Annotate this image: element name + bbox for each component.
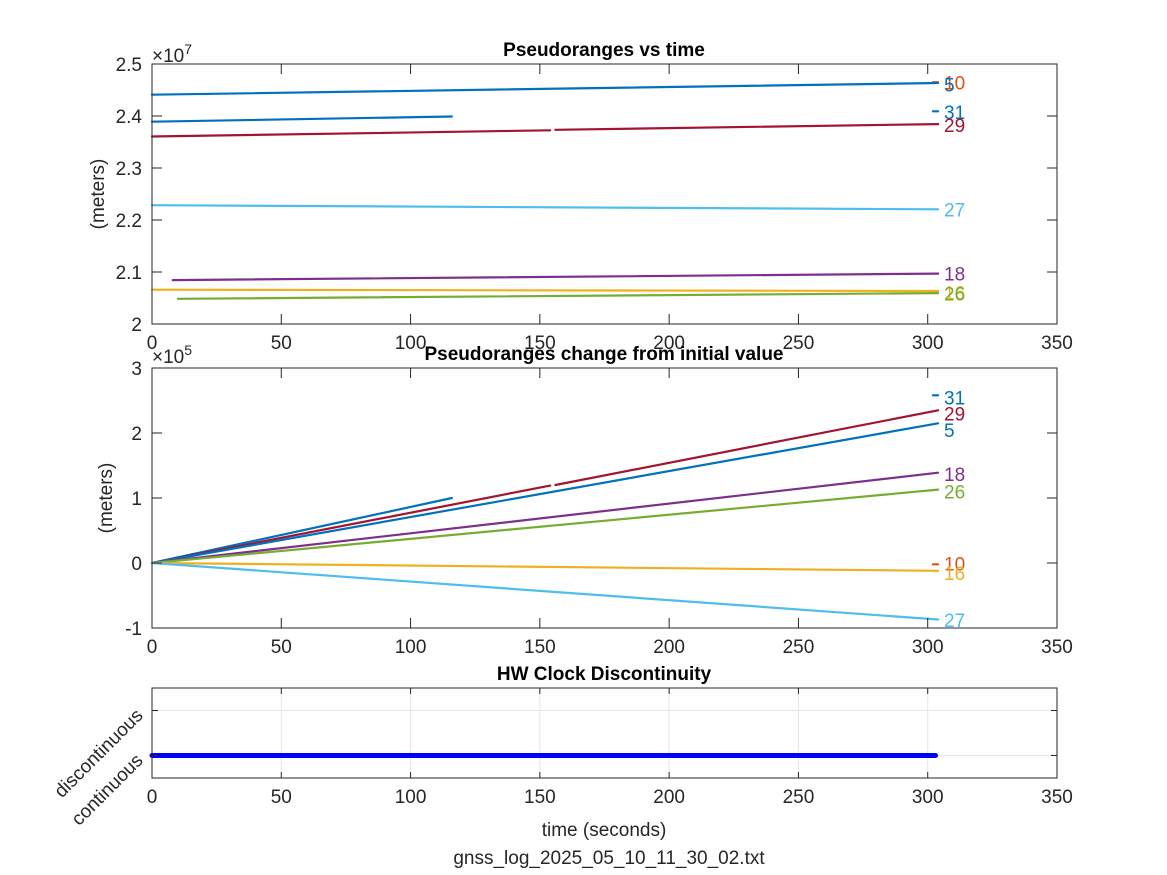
x-tick-label: 300 — [912, 333, 944, 354]
x-tick-label: 150 — [524, 333, 556, 354]
series-label-31: 31 — [944, 103, 965, 124]
exponent-base: ×10 — [152, 46, 184, 67]
x-tick-label: 300 — [912, 787, 944, 808]
y-tick-label: 2.3 — [116, 159, 142, 180]
plot-area — [150, 394, 940, 621]
series-line-29 — [554, 122, 940, 131]
x-tick-labels: 0 50 100 150 200 250 300 350 — [147, 333, 1073, 354]
series-line-18 — [150, 471, 940, 565]
x-tick-label: 50 — [271, 333, 292, 354]
series-line-16 — [150, 561, 940, 572]
y-tick-label: 1 — [131, 489, 142, 510]
series-label-10: 10 — [944, 555, 965, 576]
x-tick-label: 250 — [783, 333, 815, 354]
series-line-27 — [150, 204, 940, 211]
series-line-26 — [176, 292, 940, 300]
x-axis-label: time (seconds) — [542, 820, 667, 841]
plot-area — [149, 688, 1057, 778]
series-label-10: 10 — [944, 74, 965, 95]
series-label-5: 5 — [944, 421, 955, 442]
series-label-29: 29 — [944, 405, 965, 426]
x-tick-label: 200 — [653, 333, 685, 354]
exponent-base: ×10 — [152, 347, 184, 368]
series-label-5: 5 — [944, 76, 955, 97]
series-label-16: 16 — [944, 284, 965, 305]
series-label-18: 18 — [944, 265, 965, 286]
x-tick-label: 50 — [271, 787, 292, 808]
series-label-27: 27 — [944, 200, 965, 221]
x-tick-label: 200 — [653, 787, 685, 808]
y-tick-label: 2.2 — [116, 211, 142, 232]
series-label-29: 29 — [944, 116, 965, 137]
y-tick-label: 2 — [131, 315, 142, 336]
axes-border — [151, 687, 1058, 779]
axes-pseudoranges-vs-time: 0 50 100 150 200 250 300 350 2 2.1 2.2 2.3 2.4 2.5 1… — [88, 40, 1073, 354]
y-tick-label: -1 — [125, 619, 142, 640]
x-tick-label: 50 — [271, 637, 292, 658]
tick-marks — [151, 367, 1058, 629]
log-filename-label: gnss_log_2025_05_10_11_30_02.txt — [453, 848, 765, 869]
tick-marks — [151, 688, 1058, 778]
series-label-26: 26 — [944, 483, 965, 504]
series-line-16 — [150, 288, 940, 293]
y-tick-label: 3 — [131, 359, 142, 380]
x-tick-label: 100 — [395, 637, 427, 658]
exponent-power: 7 — [184, 41, 192, 57]
x-tick-label: 150 — [524, 637, 556, 658]
x-tick-label: 150 — [524, 787, 556, 808]
y-tick-label: 2 — [131, 424, 142, 445]
y-axis-exponent: ×107 — [152, 41, 192, 67]
y-axis-exponent: ×105 — [152, 342, 192, 368]
exponent-power: 5 — [184, 342, 192, 358]
x-tick-label: 0 — [147, 333, 158, 354]
series-line-29 — [150, 129, 552, 138]
y-tick-labels: -1 0 1 2 3 — [125, 359, 142, 640]
plot-area — [150, 81, 940, 300]
series-line-5 — [150, 422, 940, 565]
x-tick-label: 0 — [147, 637, 158, 658]
x-tick-label: 200 — [653, 637, 685, 658]
x-tick-label: 100 — [395, 333, 427, 354]
x-tick-label: 250 — [783, 787, 815, 808]
axes-border — [151, 63, 1058, 325]
x-tick-label: 350 — [1041, 333, 1073, 354]
series-label-26: 26 — [944, 284, 965, 305]
x-tick-label: 250 — [783, 637, 815, 658]
x-tick-label: 0 — [147, 787, 158, 808]
series-line-29 — [554, 409, 940, 487]
y-tick-labels: 2 2.1 2.2 2.3 2.4 2.5 — [116, 55, 143, 336]
x-tick-label: 100 — [395, 787, 427, 808]
x-tick-label: 350 — [1041, 787, 1073, 808]
y-tick-label: 2.1 — [116, 263, 142, 284]
y-axis-label: (meters) — [88, 159, 109, 230]
chart-title: Pseudoranges vs time — [503, 40, 705, 61]
series-line-5 — [150, 81, 940, 96]
x-tick-labels: 0 50 100 150 200 250 300 350 — [147, 787, 1073, 808]
y-tick-label: 0 — [131, 554, 142, 575]
tick-marks — [151, 63, 1058, 325]
y-tick-label: 2.5 — [116, 55, 142, 76]
x-tick-label: 350 — [1041, 637, 1073, 658]
series-label-27: 27 — [944, 611, 965, 632]
chart-title: Pseudoranges change from initial value — [425, 344, 784, 365]
y-axis-label: (meters) — [96, 463, 117, 534]
x-tick-label: 300 — [912, 637, 944, 658]
chart-title: HW Clock Discontinuity — [497, 664, 712, 685]
series-label-18: 18 — [944, 465, 965, 486]
series-label-31: 31 — [944, 388, 965, 409]
axes-box — [151, 63, 1058, 325]
series-line-26 — [150, 488, 940, 565]
series-label-16: 16 — [944, 564, 965, 585]
axes-box — [151, 687, 1058, 779]
x-tick-labels: 0 50 100 150 200 250 300 350 — [147, 637, 1073, 658]
y-tick-label: 2.4 — [116, 107, 143, 128]
series-line-31 — [150, 115, 453, 123]
series-line-18 — [171, 272, 940, 282]
series-line-27 — [150, 561, 940, 621]
